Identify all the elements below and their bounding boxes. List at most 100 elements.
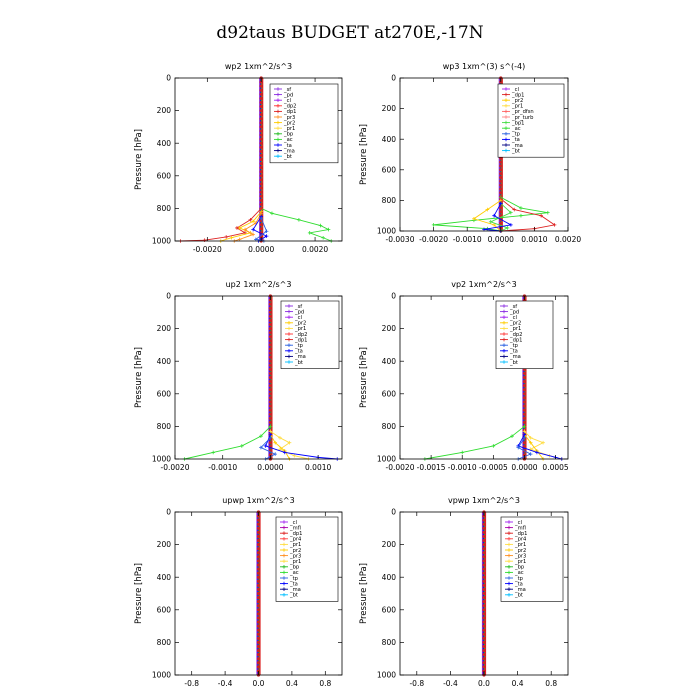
legend-entry: _ta <box>514 581 523 587</box>
zero-profile-marker <box>268 416 273 420</box>
zero-profile-marker <box>259 198 263 202</box>
series-point-_pr1 <box>522 429 527 434</box>
zero-profile-marker <box>268 388 273 392</box>
zero-profile-marker <box>268 331 273 335</box>
zero-profile-marker <box>482 624 486 628</box>
legend-marker <box>276 132 280 136</box>
zero-profile-marker <box>482 567 486 571</box>
panel-3: vp2 1xm^2/s^3 Pressure [hPa] 0 200 400 600 800… <box>359 280 569 472</box>
zero-profile-marker <box>259 223 263 227</box>
zero-profile-marker <box>499 183 503 187</box>
y-tick-label: 400 <box>157 139 172 148</box>
series-point-_ac <box>270 211 274 216</box>
x-tick-label: -0.0030 <box>386 235 415 244</box>
x-tick-label: 0.0000 <box>257 463 283 472</box>
x-tick-label: 0.0000 <box>488 235 514 244</box>
zero-profile-marker <box>259 133 263 137</box>
series-point-_ta <box>263 444 268 448</box>
series-point-_tp <box>522 436 527 440</box>
y-tick-label: 800 <box>157 204 172 213</box>
legend-marker <box>287 349 291 353</box>
x-tick-label: -0.8 <box>184 679 199 688</box>
legend-marker <box>502 332 506 336</box>
y-tick-label: 200 <box>382 324 397 333</box>
zero-profile-marker <box>522 441 527 445</box>
legend-entry: _ac <box>289 570 299 576</box>
legend-entry: _ac <box>283 137 293 143</box>
zero-profile-marker <box>499 191 503 195</box>
zero-profile-marker <box>499 156 503 160</box>
zero-profile-marker <box>499 172 503 176</box>
series-point-_pr2 <box>485 207 490 212</box>
legend-marker <box>504 104 508 108</box>
legend-entry: _dp1 <box>294 337 307 343</box>
zero-profile-marker <box>259 129 263 133</box>
legend-marker <box>504 92 508 97</box>
y-tick-label: 400 <box>157 573 172 582</box>
legend-marker <box>282 537 286 541</box>
series-point-_pr2 <box>229 235 234 240</box>
series-point-_tp <box>516 445 521 450</box>
legend-entry: _ma <box>511 143 523 149</box>
y-tick-label: 0 <box>166 292 171 301</box>
legend-marker <box>287 332 291 336</box>
series-point-_ac <box>519 206 523 210</box>
legend-marker <box>502 343 506 347</box>
legend-entry: _bp1 <box>511 120 524 126</box>
zero-profile-marker <box>259 125 263 129</box>
series-point-_ac <box>510 434 514 438</box>
y-tick-label: 600 <box>382 605 397 614</box>
legend-entry: _tp <box>514 576 524 582</box>
y-tick-label: 800 <box>157 422 172 431</box>
series-point-_ac <box>297 218 301 222</box>
series-line-_pr2 <box>270 434 290 460</box>
y-tick-label: 800 <box>382 638 397 647</box>
legend-marker <box>502 360 506 364</box>
legend-marker <box>502 349 506 353</box>
legend-entry: _bt <box>511 148 520 154</box>
zero-profile-marker <box>499 175 503 180</box>
legend-entry: _tp <box>294 343 304 349</box>
series-point-_ac <box>318 223 323 228</box>
y-tick-label: 800 <box>382 422 397 431</box>
series-point-_pr2 <box>273 440 277 445</box>
legend-marker <box>507 565 511 569</box>
series-point-_pr3 <box>237 237 242 242</box>
series-line-_pr2 <box>472 200 502 232</box>
legend-marker <box>282 525 286 530</box>
zero-profile-marker <box>256 595 261 600</box>
series-point-_dp1 <box>202 238 207 242</box>
series-point-_ac <box>211 450 215 455</box>
zero-profile-marker <box>268 298 273 302</box>
plot-frame <box>399 295 569 460</box>
zero-profile-marker <box>482 559 486 563</box>
zero-profile-marker <box>259 88 263 92</box>
legend-entry: _pr2 <box>289 548 301 554</box>
zero-profile-marker <box>499 179 503 183</box>
zero-profile-marker <box>256 644 261 649</box>
legend-marker <box>507 553 511 558</box>
legend-entry: _pr1 <box>511 104 523 110</box>
panel-5: vpwp 1xm^2/s^3 Pressure [hPa] 0 200 400 600 80… <box>359 496 569 688</box>
zero-profile-marker <box>499 210 503 214</box>
zero-profile-marker <box>482 551 486 555</box>
zero-profile-marker <box>268 322 273 327</box>
legend-marker <box>507 587 511 591</box>
legend-entry: _sf <box>283 87 291 93</box>
legend-marker <box>504 115 508 119</box>
zero-profile-marker <box>268 343 273 347</box>
series-point-_ac <box>519 213 523 218</box>
legend-marker <box>287 321 291 325</box>
zero-profile-marker <box>499 187 503 191</box>
legend-marker <box>504 132 508 136</box>
zero-profile-marker <box>499 206 503 210</box>
zero-profile-marker <box>482 628 486 632</box>
legend-entry: _pr2 <box>511 98 523 104</box>
zero-profile-marker <box>256 616 261 620</box>
legend-marker <box>276 137 280 142</box>
series-point-_dp1 <box>552 223 557 227</box>
legend-entry: _tp <box>509 343 519 349</box>
zero-profile-marker <box>268 420 273 424</box>
zero-profile-marker <box>268 412 273 416</box>
legend-entry: _cl <box>283 98 291 104</box>
